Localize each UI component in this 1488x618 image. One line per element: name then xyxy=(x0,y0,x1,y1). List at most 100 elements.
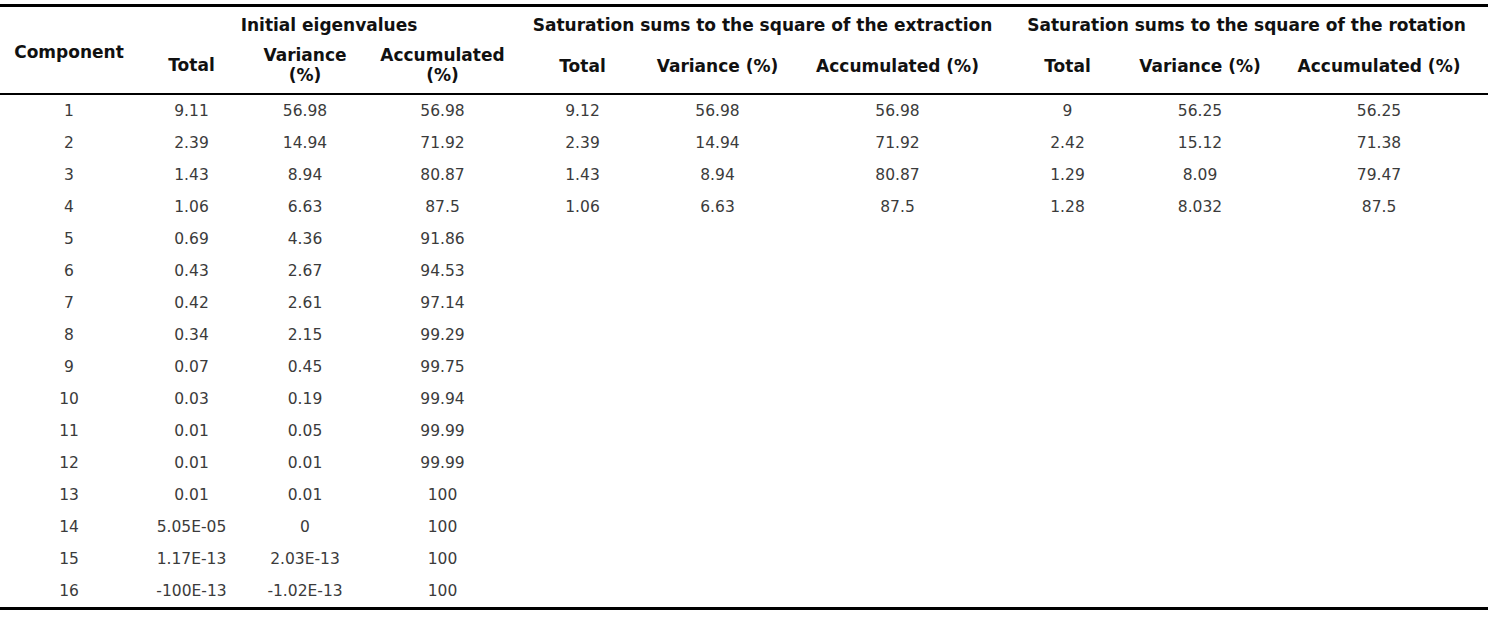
cell-initial-total: 0.03 xyxy=(138,383,245,415)
cell-rotation-variance xyxy=(1130,415,1270,447)
cell-initial-variance: 14.94 xyxy=(245,127,365,159)
cell-extraction-total xyxy=(520,223,645,255)
table-header: Component Initial eigenvalues Saturation… xyxy=(0,6,1488,95)
component-cell: 9 xyxy=(0,351,138,383)
cell-extraction-variance xyxy=(645,447,790,479)
cell-rotation-total xyxy=(1005,415,1130,447)
extraction-total-header: Total xyxy=(520,39,645,94)
cell-initial-variance: 8.94 xyxy=(245,159,365,191)
cell-initial-total: 1.06 xyxy=(138,191,245,223)
cell-initial-variance: -1.02E-13 xyxy=(245,575,365,609)
cell-rotation-total xyxy=(1005,543,1130,575)
cell-initial-variance: 0.05 xyxy=(245,415,365,447)
cell-extraction-accumulated: 87.5 xyxy=(790,191,1005,223)
cell-initial-variance: 4.36 xyxy=(245,223,365,255)
component-cell: 1 xyxy=(0,94,138,127)
cell-initial-total: 0.07 xyxy=(138,351,245,383)
component-cell: 10 xyxy=(0,383,138,415)
group-header-extraction-sums: Saturation sums to the square of the ext… xyxy=(520,6,1005,40)
cell-extraction-accumulated: 71.92 xyxy=(790,127,1005,159)
component-cell: 6 xyxy=(0,255,138,287)
cell-rotation-variance xyxy=(1130,351,1270,383)
table-row: 80.342.1599.29 xyxy=(0,319,1488,351)
cell-extraction-accumulated xyxy=(790,287,1005,319)
cell-extraction-accumulated xyxy=(790,223,1005,255)
cell-rotation-accumulated xyxy=(1270,383,1488,415)
cell-rotation-accumulated: 71.38 xyxy=(1270,127,1488,159)
cell-initial-total: 0.01 xyxy=(138,447,245,479)
table-body: 19.1156.9856.989.1256.9856.98956.2556.25… xyxy=(0,94,1488,609)
cell-initial-accumulated: 100 xyxy=(365,575,520,609)
cell-extraction-total: 9.12 xyxy=(520,94,645,127)
rotation-total-header: Total xyxy=(1005,39,1130,94)
cell-rotation-total xyxy=(1005,447,1130,479)
cell-rotation-variance xyxy=(1130,575,1270,609)
cell-extraction-accumulated xyxy=(790,511,1005,543)
cell-rotation-variance xyxy=(1130,223,1270,255)
cell-extraction-total: 1.43 xyxy=(520,159,645,191)
cell-extraction-variance xyxy=(645,383,790,415)
sub-header-row: Total Variance (%) Accumulated (%) Total… xyxy=(0,39,1488,94)
cell-initial-total: 5.05E-05 xyxy=(138,511,245,543)
table-row: 110.010.0599.99 xyxy=(0,415,1488,447)
cell-extraction-variance xyxy=(645,319,790,351)
cell-rotation-accumulated xyxy=(1270,287,1488,319)
cell-extraction-total: 1.06 xyxy=(520,191,645,223)
extraction-accumulated-header: Accumulated (%) xyxy=(790,39,1005,94)
cell-extraction-total xyxy=(520,543,645,575)
cell-rotation-total xyxy=(1005,383,1130,415)
cell-initial-total: 0.69 xyxy=(138,223,245,255)
cell-extraction-variance xyxy=(645,351,790,383)
initial-total-label: Total xyxy=(138,56,245,76)
cell-initial-variance: 2.61 xyxy=(245,287,365,319)
cell-initial-total: 0.01 xyxy=(138,415,245,447)
cell-rotation-accumulated xyxy=(1270,447,1488,479)
cell-rotation-variance: 15.12 xyxy=(1130,127,1270,159)
cell-initial-variance: 0.01 xyxy=(245,447,365,479)
cell-initial-total: 0.34 xyxy=(138,319,245,351)
cell-initial-accumulated: 80.87 xyxy=(365,159,520,191)
table-row: 22.3914.9471.922.3914.9471.922.4215.1271… xyxy=(0,127,1488,159)
cell-initial-total: 0.43 xyxy=(138,255,245,287)
cell-extraction-total xyxy=(520,287,645,319)
cell-rotation-variance xyxy=(1130,543,1270,575)
cell-initial-variance: 2.15 xyxy=(245,319,365,351)
table-row: 16-100E-13-1.02E-13100 xyxy=(0,575,1488,609)
cell-extraction-accumulated: 80.87 xyxy=(790,159,1005,191)
cell-rotation-accumulated xyxy=(1270,415,1488,447)
cell-rotation-accumulated xyxy=(1270,479,1488,511)
cell-extraction-variance xyxy=(645,511,790,543)
component-cell: 5 xyxy=(0,223,138,255)
cell-initial-total: 1.17E-13 xyxy=(138,543,245,575)
cell-rotation-total xyxy=(1005,319,1130,351)
cell-extraction-total xyxy=(520,511,645,543)
cell-rotation-total xyxy=(1005,223,1130,255)
cell-extraction-variance: 8.94 xyxy=(645,159,790,191)
cell-rotation-accumulated xyxy=(1270,223,1488,255)
cell-initial-accumulated: 99.29 xyxy=(365,319,520,351)
cell-initial-accumulated: 71.92 xyxy=(365,127,520,159)
cell-extraction-total xyxy=(520,447,645,479)
cell-rotation-total xyxy=(1005,511,1130,543)
cell-rotation-accumulated xyxy=(1270,255,1488,287)
cell-extraction-accumulated xyxy=(790,319,1005,351)
group-header-initial-eigenvalues: Initial eigenvalues xyxy=(138,6,520,40)
component-cell: 16 xyxy=(0,575,138,609)
initial-variance-label: Variance (%) xyxy=(255,46,355,85)
cell-initial-total: 9.11 xyxy=(138,94,245,127)
cell-rotation-total xyxy=(1005,255,1130,287)
component-cell: 12 xyxy=(0,447,138,479)
cell-rotation-total xyxy=(1005,351,1130,383)
cell-extraction-variance xyxy=(645,479,790,511)
component-cell: 14 xyxy=(0,511,138,543)
cell-rotation-total: 1.29 xyxy=(1005,159,1130,191)
rotation-variance-header: Variance (%) xyxy=(1130,39,1270,94)
cell-rotation-accumulated xyxy=(1270,543,1488,575)
group-header-rotation-sums: Saturation sums to the square of the rot… xyxy=(1005,6,1488,40)
cell-initial-variance: 6.63 xyxy=(245,191,365,223)
cell-initial-accumulated: 100 xyxy=(365,543,520,575)
cell-extraction-accumulated: 56.98 xyxy=(790,94,1005,127)
cell-extraction-accumulated xyxy=(790,415,1005,447)
cell-extraction-variance: 14.94 xyxy=(645,127,790,159)
table-row: 60.432.6794.53 xyxy=(0,255,1488,287)
